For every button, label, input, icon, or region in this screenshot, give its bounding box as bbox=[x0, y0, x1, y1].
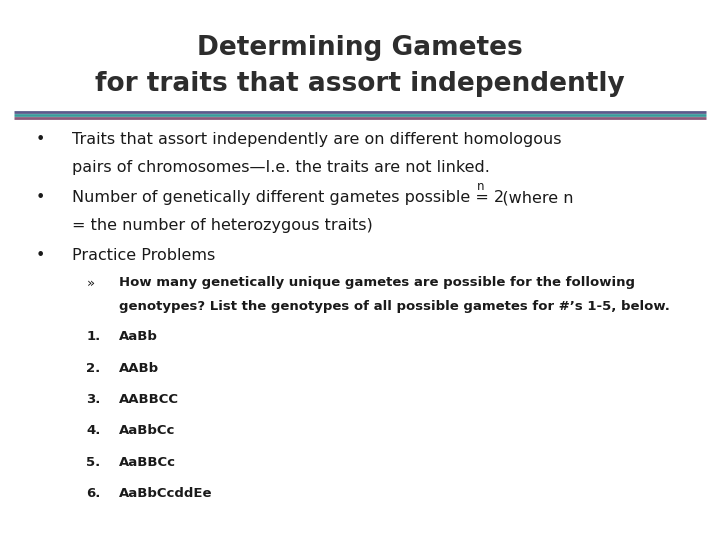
Text: (where n: (where n bbox=[487, 190, 574, 205]
Text: AABb: AABb bbox=[119, 362, 159, 375]
Text: = the number of heterozygous traits): = the number of heterozygous traits) bbox=[72, 218, 373, 233]
Text: 1.: 1. bbox=[86, 330, 101, 343]
Text: 4.: 4. bbox=[86, 424, 101, 437]
Text: 6.: 6. bbox=[86, 487, 101, 500]
Text: 3.: 3. bbox=[86, 393, 101, 406]
Text: genotypes? List the genotypes of all possible gametes for #’s 1-5, below.: genotypes? List the genotypes of all pos… bbox=[119, 300, 670, 313]
Text: •: • bbox=[36, 132, 45, 147]
Text: 5.: 5. bbox=[86, 456, 101, 469]
Text: pairs of chromosomes—I.e. the traits are not linked.: pairs of chromosomes—I.e. the traits are… bbox=[72, 160, 490, 176]
Text: »: » bbox=[86, 276, 94, 289]
Text: AaBbCc: AaBbCc bbox=[119, 424, 175, 437]
Text: 2.: 2. bbox=[86, 362, 101, 375]
Text: How many genetically unique gametes are possible for the following: How many genetically unique gametes are … bbox=[119, 276, 635, 289]
Text: Practice Problems: Practice Problems bbox=[72, 248, 215, 264]
Text: AaBbCcddEe: AaBbCcddEe bbox=[119, 487, 212, 500]
Text: AaBb: AaBb bbox=[119, 330, 158, 343]
Text: Determining Gametes: Determining Gametes bbox=[197, 35, 523, 61]
Text: AABBCC: AABBCC bbox=[119, 393, 179, 406]
Text: •: • bbox=[36, 248, 45, 264]
Text: for traits that assort independently: for traits that assort independently bbox=[95, 71, 625, 97]
Text: Number of genetically different gametes possible = 2: Number of genetically different gametes … bbox=[72, 190, 504, 205]
Text: AaBBCc: AaBBCc bbox=[119, 456, 176, 469]
Text: n: n bbox=[477, 180, 484, 193]
Text: Traits that assort independently are on different homologous: Traits that assort independently are on … bbox=[72, 132, 562, 147]
Text: •: • bbox=[36, 190, 45, 205]
